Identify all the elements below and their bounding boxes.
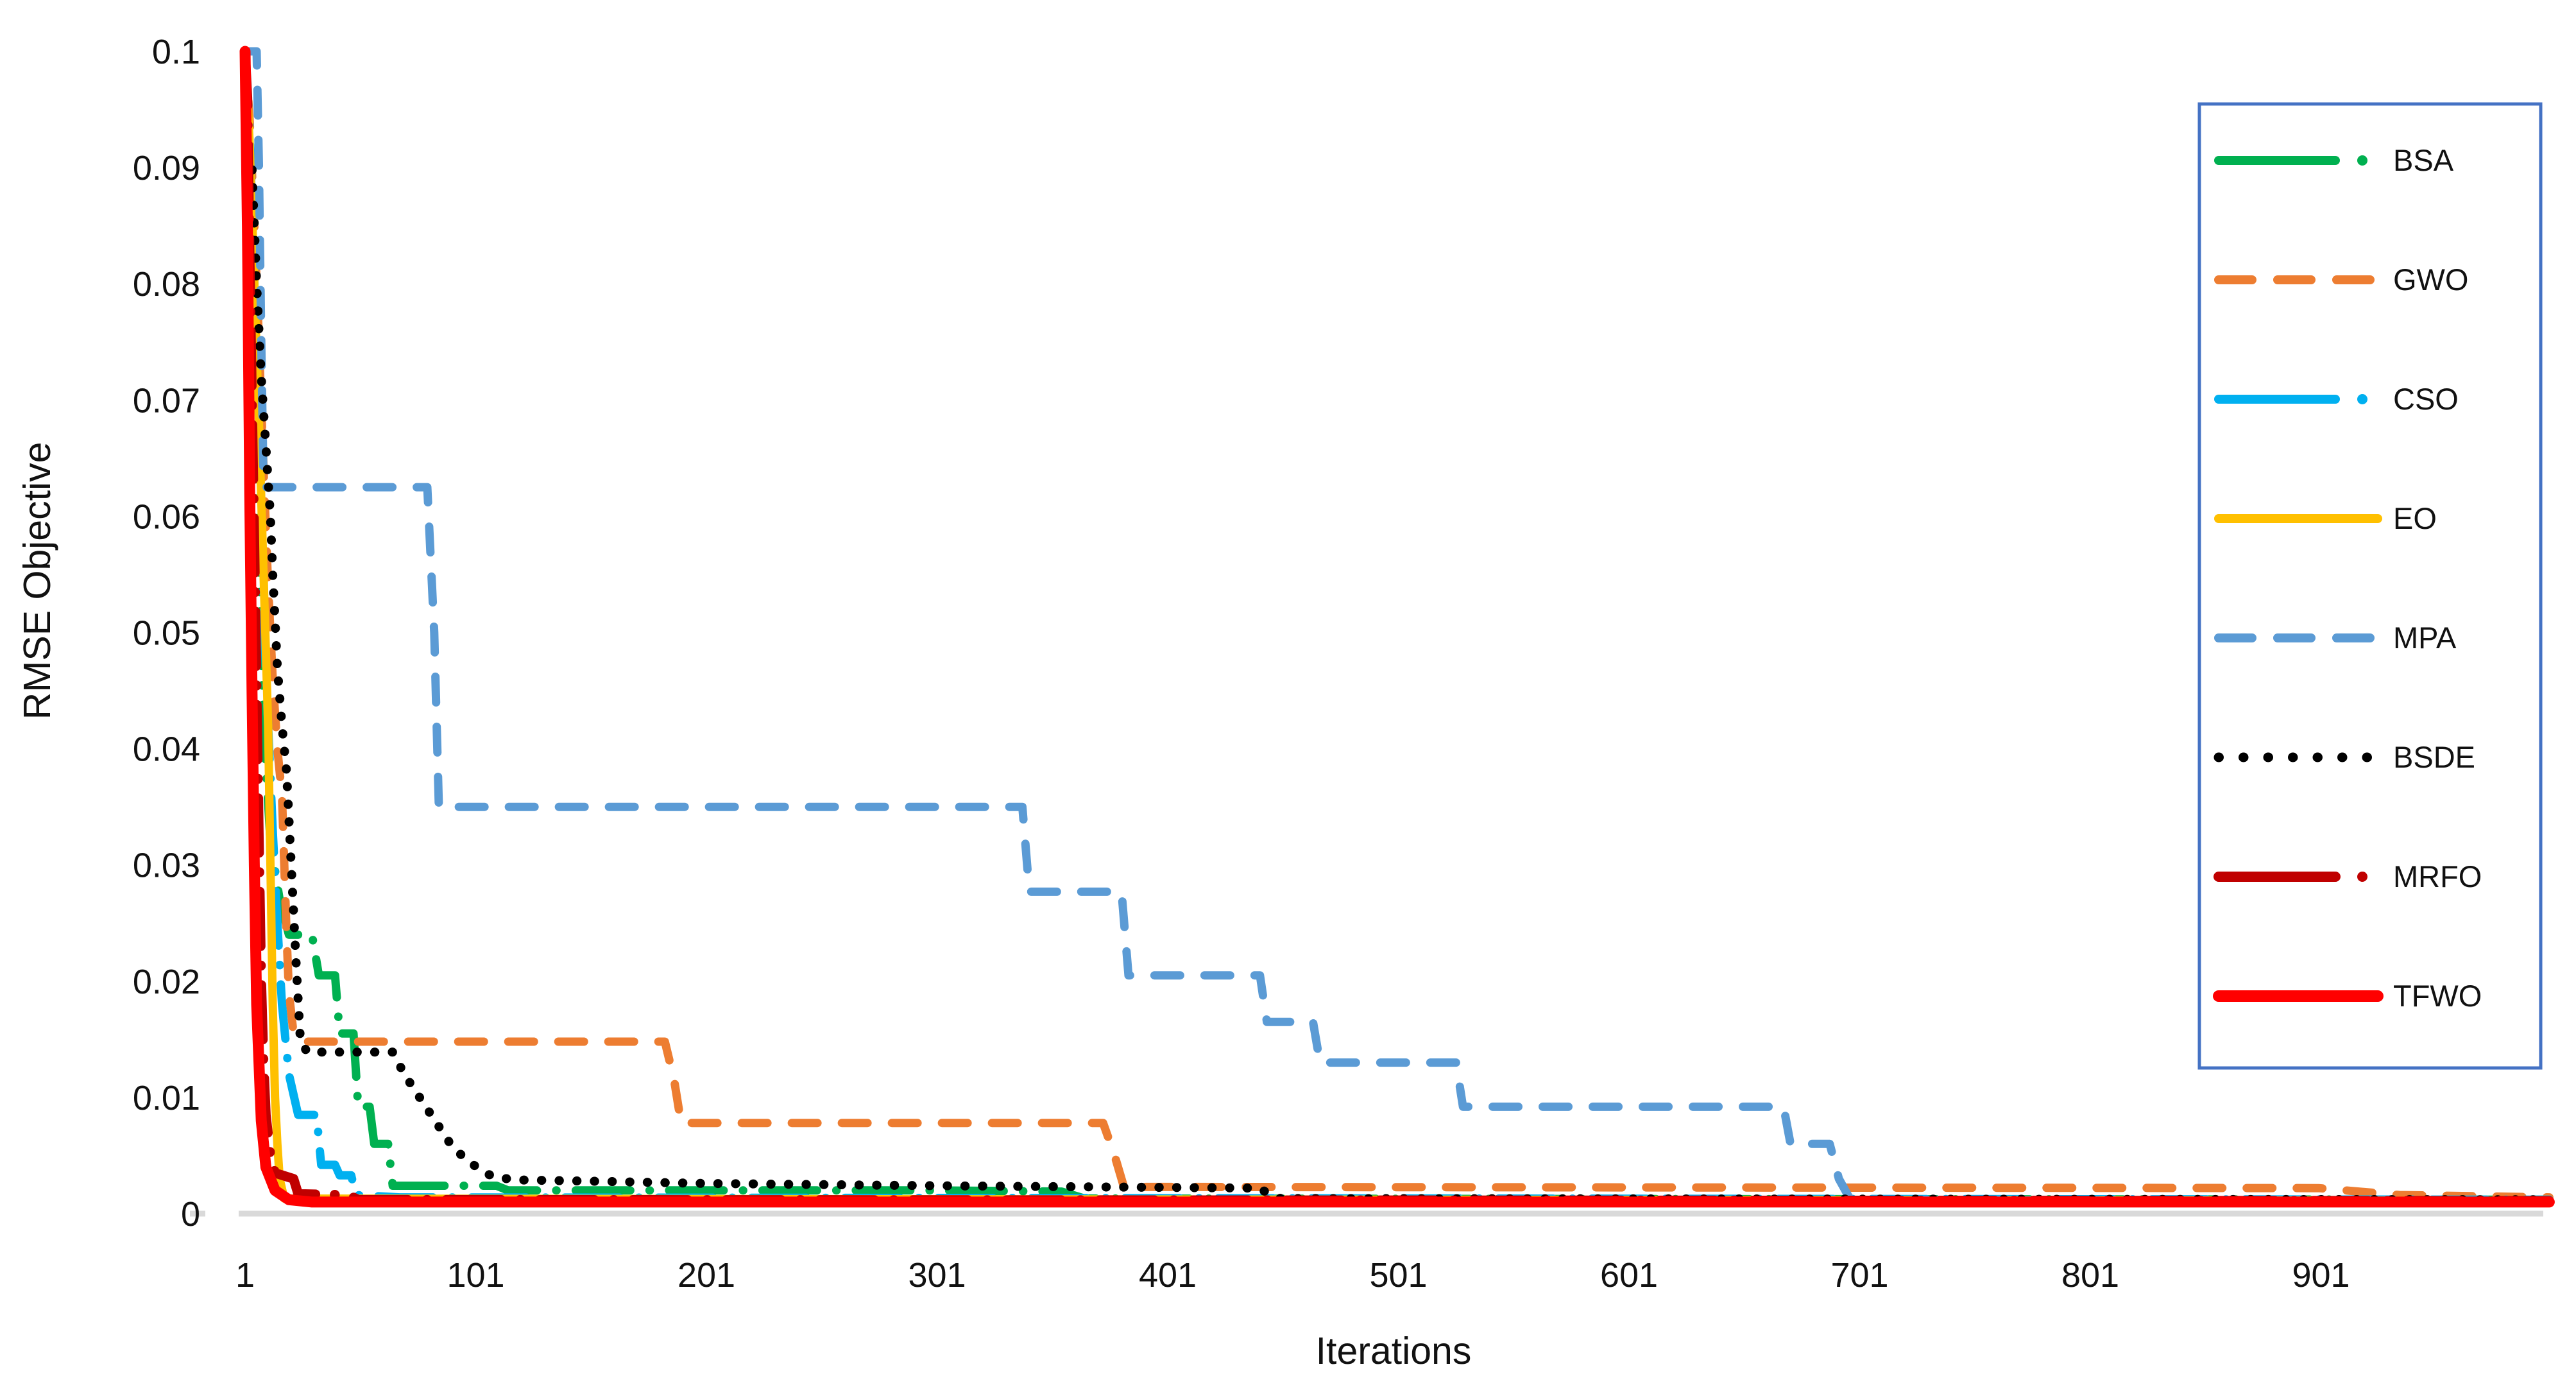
series-line-bsde bbox=[241, 82, 2554, 1205]
series-lines bbox=[239, 46, 2555, 1208]
y-tick-label: 0 bbox=[181, 1195, 200, 1234]
series-line-mpa bbox=[241, 47, 2554, 1207]
legend-label-bsa: BSA bbox=[2393, 143, 2454, 177]
y-axis-title: RMSE Objective bbox=[16, 442, 58, 720]
x-tick-label: 101 bbox=[447, 1256, 504, 1295]
y-tick-label: 0.01 bbox=[133, 1079, 200, 1117]
y-tick-label: 0.02 bbox=[133, 963, 200, 1001]
y-tick-label: 0.07 bbox=[133, 381, 200, 420]
x-tick-label: 701 bbox=[1830, 1256, 1888, 1295]
y-tick-label: 0.08 bbox=[133, 265, 200, 304]
legend-label-mrfo: MRFO bbox=[2393, 859, 2482, 893]
x-tick-label: 201 bbox=[678, 1256, 735, 1295]
legend-item-gwo: GWO bbox=[2214, 262, 2468, 297]
legend-item-bsa: BSA bbox=[2214, 143, 2454, 177]
y-tick-label: 0.05 bbox=[133, 614, 200, 653]
y-tick-label: 0.03 bbox=[133, 847, 200, 885]
legend-label-cso: CSO bbox=[2393, 382, 2459, 416]
y-tick-label: 0.06 bbox=[133, 497, 200, 536]
x-axis-tick-labels: 1 101 201 301 401 501 601 701 801 901 bbox=[235, 1256, 2350, 1295]
legend-swatch-dot bbox=[2357, 872, 2367, 882]
legend-swatch-dot bbox=[2357, 155, 2367, 166]
legend-item-eo: EO bbox=[2214, 501, 2437, 535]
y-tick-label: 0.09 bbox=[133, 149, 200, 187]
legend-label-gwo: GWO bbox=[2393, 262, 2468, 297]
legend-item-bsde: BSDE bbox=[2213, 740, 2475, 774]
x-tick-label: 601 bbox=[1600, 1256, 1658, 1295]
series-line-tfwo bbox=[239, 46, 2555, 1208]
legend-border bbox=[2197, 102, 2543, 1070]
x-tick-label: 801 bbox=[2061, 1256, 2119, 1295]
y-tick-label: 0.1 bbox=[152, 33, 200, 71]
x-tick-label: 501 bbox=[1369, 1256, 1427, 1295]
legend-label-bsde: BSDE bbox=[2393, 740, 2475, 774]
legend-label-tfwo: TFWO bbox=[2393, 979, 2482, 1013]
y-tick-label: 0.04 bbox=[133, 730, 200, 769]
x-axis-title: Iterations bbox=[1316, 1330, 1472, 1372]
legend-item-cso: CSO bbox=[2214, 382, 2459, 416]
x-tick-label: 301 bbox=[908, 1256, 966, 1295]
legend-item-mrfo: MRFO bbox=[2213, 859, 2482, 893]
legend-label-eo: EO bbox=[2393, 501, 2437, 535]
legend-box: BSA GWO CSO EO MPA BSDE MRFO TFWO bbox=[2197, 102, 2543, 1070]
legend-item-mpa: MPA bbox=[2214, 621, 2457, 655]
x-tick-label: 401 bbox=[1139, 1256, 1197, 1295]
legend-label-mpa: MPA bbox=[2393, 621, 2457, 655]
x-tick-label: 901 bbox=[2292, 1256, 2350, 1295]
x-tick-label: 1 bbox=[235, 1256, 255, 1295]
y-axis-tick-labels: 0 0.01 0.02 0.03 0.04 0.05 0.06 0.07 0.08 0.09 0.1 bbox=[133, 33, 200, 1234]
legend-swatch-dot bbox=[2357, 394, 2367, 404]
legend-item-tfwo: TFWO bbox=[2213, 979, 2482, 1013]
